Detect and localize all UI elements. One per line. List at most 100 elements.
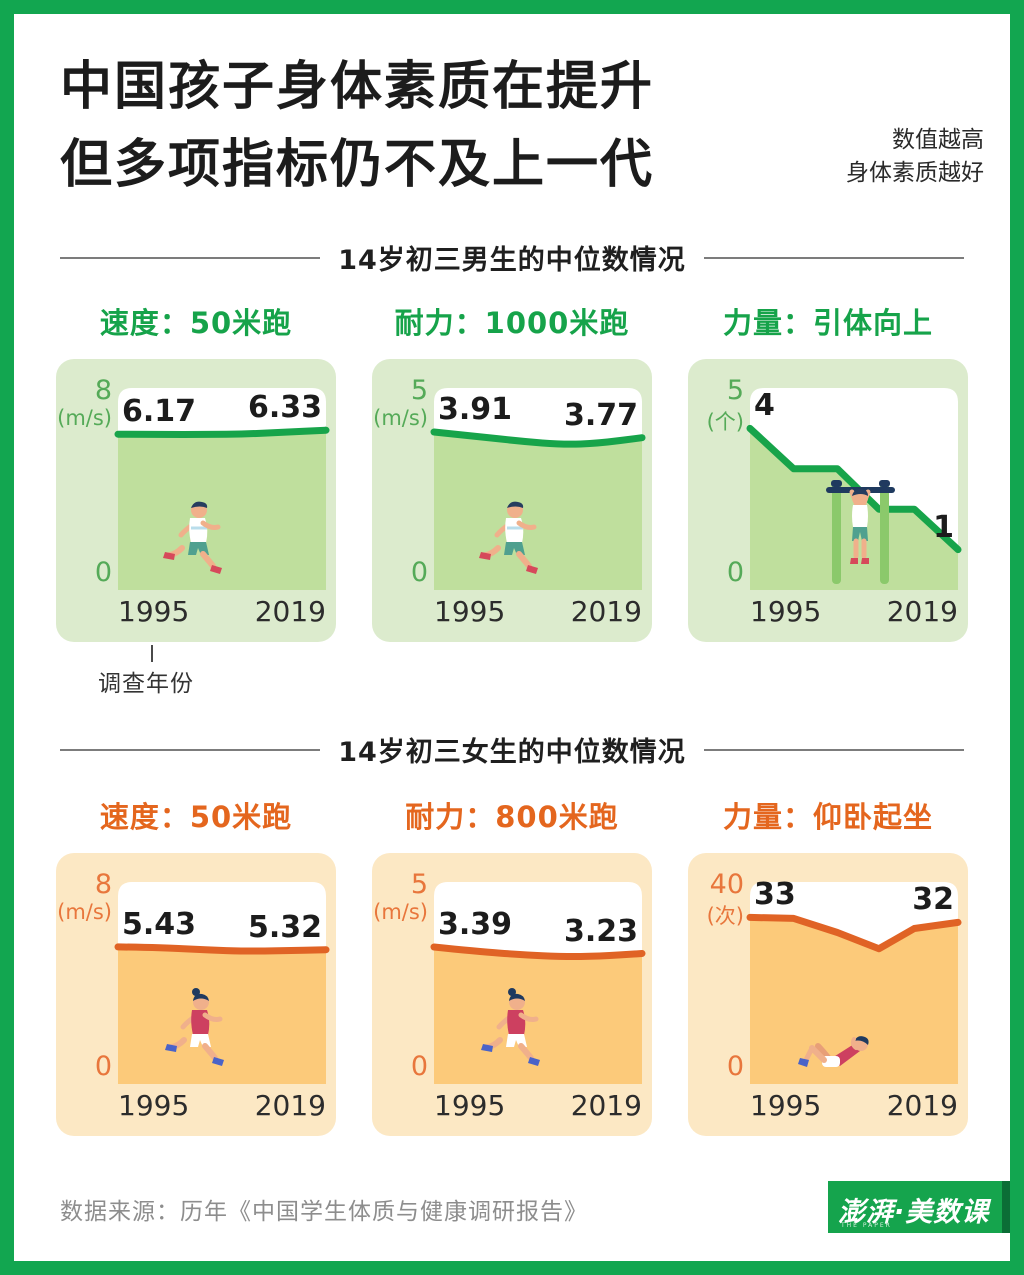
x-axis-end-label: 2019 <box>254 595 326 628</box>
chart-title: 耐力：1000米跑 <box>394 306 630 340</box>
section-header-text: 14岁初三女生的中位数情况 <box>338 737 686 768</box>
value-label-2019: 1 <box>933 509 954 545</box>
y-axis-max-label: 8 <box>94 375 112 406</box>
value-label-2019: 32 <box>912 882 954 918</box>
chart-column-boys-strength: 力量：引体向上 5 (个) 0 4 1 <box>688 306 968 642</box>
y-axis-unit-label: (m/s) <box>57 900 112 924</box>
chart-column-girls-endurance: 耐力：800米跑 5 (m/s) 0 3.39 3.23 199 <box>372 800 652 1136</box>
trend-line <box>430 943 646 961</box>
logo-subtitle: THE PAPER <box>841 1222 892 1229</box>
page-title-line1: 中国孩子身体素质在提升 <box>60 57 655 117</box>
section-header-girls: 14岁初三女生的中位数情况 <box>60 730 965 769</box>
area-fill <box>118 946 327 1084</box>
chart-card: 5 (m/s) 0 3.39 3.23 1995 2019 <box>372 853 652 1136</box>
value-label-2019: 3.23 <box>563 913 638 949</box>
chart-card: 40 (次) 0 33 32 1995 2019 <box>688 853 968 1136</box>
plot-background <box>434 388 642 590</box>
header-rule-left <box>60 748 321 751</box>
y-axis-zero-label: 0 <box>726 557 744 588</box>
value-label-1995: 4 <box>754 388 775 424</box>
chart-plot: 3.39 3.23 <box>430 882 646 1084</box>
chart-column-boys-speed: 速度：50米跑 8 (m/s) 0 6.17 6.33 1995 <box>56 306 336 642</box>
value-label-1995: 5.43 <box>122 906 197 942</box>
trend-line <box>114 426 330 438</box>
chart-column-girls-strength: 力量：仰卧起坐 40 (次) 0 33 32 1995 2019 <box>688 800 968 1136</box>
chart-title: 速度：50米跑 <box>99 800 293 834</box>
x-axis-start-label: 1995 <box>118 1089 190 1122</box>
chart-plot: 33 32 <box>746 877 962 1084</box>
area-fill <box>434 432 643 590</box>
y-axis-max-label: 5 <box>410 869 428 900</box>
x-axis-start-label: 1995 <box>750 595 822 628</box>
legend-note-line2: 身体素质越好 <box>846 160 984 186</box>
plot-background <box>750 388 958 590</box>
legend-note: 数值越高 身体素质越好 <box>846 124 984 190</box>
y-axis-max-label: 5 <box>726 375 744 406</box>
survey-year-tick <box>151 645 153 662</box>
chart-card: 8 (m/s) 0 6.17 6.33 1995 2019 <box>56 359 336 642</box>
value-label-2019: 3.77 <box>563 397 638 433</box>
x-axis-end-label: 2019 <box>886 595 958 628</box>
y-axis-unit-label: (m/s) <box>373 406 428 430</box>
header-rule-left <box>60 256 321 259</box>
chart-column-girls-speed: 速度：50米跑 8 (m/s) 0 5.43 5.32 1995 <box>56 800 336 1136</box>
value-label-2019: 5.32 <box>247 909 322 945</box>
runner-boy-illustration <box>479 501 538 574</box>
logo-dark-strip <box>1002 1181 1010 1233</box>
header-rule-right <box>703 748 965 751</box>
chart-title: 力量：引体向上 <box>722 306 933 340</box>
x-axis-start-label: 1995 <box>750 1089 822 1122</box>
y-axis-max-label: 8 <box>94 869 112 900</box>
trend-line <box>430 428 646 448</box>
y-axis-zero-label: 0 <box>410 1051 428 1082</box>
trend-line <box>114 943 330 955</box>
chart-plot-svg <box>430 882 646 1084</box>
y-axis-zero-label: 0 <box>726 1051 744 1082</box>
chart-plot: 3.91 3.77 <box>430 388 646 590</box>
data-source-note: 数据来源：历年《中国学生体质与健康调研报告》 <box>60 1199 588 1225</box>
chart-plot: 6.17 6.33 <box>114 388 330 590</box>
runner-girl-illustration <box>165 988 224 1066</box>
y-axis-zero-label: 0 <box>94 1051 112 1082</box>
y-axis-zero-label: 0 <box>410 557 428 588</box>
value-label-2019: 6.33 <box>247 390 322 426</box>
area-fill <box>434 947 643 1084</box>
area-fill <box>750 428 958 590</box>
runner-girl-illustration <box>481 988 540 1066</box>
plot-background <box>118 882 326 1084</box>
y-axis-max-label: 5 <box>410 375 428 406</box>
chart-plot-svg <box>114 882 330 1084</box>
page-title: 中国孩子身体素质在提升 但多项指标仍不及上一代 <box>60 48 654 204</box>
x-axis-start-label: 1995 <box>434 595 506 628</box>
x-axis-start-label: 1995 <box>118 595 190 628</box>
publisher-logo: 澎湃·美数课 THE PAPER <box>828 1181 1010 1233</box>
x-axis-end-label: 2019 <box>570 1089 642 1122</box>
x-axis-end-label: 2019 <box>254 1089 326 1122</box>
y-axis-zero-label: 0 <box>94 557 112 588</box>
y-axis-unit-label: (m/s) <box>373 900 428 924</box>
y-axis-max-label: 40 <box>709 869 744 900</box>
trend-line <box>746 913 962 953</box>
chart-plot: 4 1 <box>746 388 962 590</box>
page-title-line2: 但多项指标仍不及上一代 <box>60 135 655 195</box>
chart-plot: 5.43 5.32 <box>114 882 330 1084</box>
trend-line <box>746 424 962 554</box>
value-label-1995: 3.39 <box>438 907 513 943</box>
chart-plot-svg <box>746 882 962 1084</box>
chart-plot-svg <box>430 388 646 590</box>
chart-card: 5 (m/s) 0 3.91 3.77 1995 2019 <box>372 359 652 642</box>
section-header-text: 14岁初三男生的中位数情况 <box>338 245 686 276</box>
value-label-1995: 6.17 <box>122 394 197 430</box>
chart-plot-svg <box>114 388 330 590</box>
header-rule-right <box>703 256 965 259</box>
x-axis-end-label: 2019 <box>570 595 642 628</box>
plot-background <box>118 388 326 590</box>
y-axis-unit-label: (个) <box>706 410 744 434</box>
chart-plot-svg <box>746 388 962 590</box>
chart-title: 速度：50米跑 <box>99 306 293 340</box>
legend-note-line1: 数值越高 <box>892 127 984 153</box>
situp-girl-illustration <box>798 1036 869 1067</box>
section-header-boys: 14岁初三男生的中位数情况 <box>60 238 965 277</box>
area-fill <box>118 430 327 590</box>
